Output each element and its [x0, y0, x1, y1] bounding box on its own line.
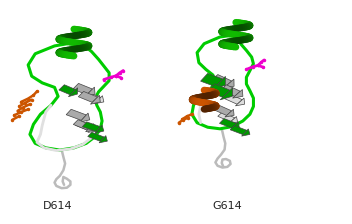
Polygon shape — [90, 95, 100, 104]
Polygon shape — [88, 132, 105, 141]
Polygon shape — [241, 129, 250, 136]
Polygon shape — [220, 118, 237, 128]
Polygon shape — [80, 113, 90, 122]
Polygon shape — [85, 87, 95, 97]
Polygon shape — [235, 98, 245, 106]
Polygon shape — [231, 122, 239, 130]
Polygon shape — [68, 88, 78, 97]
Polygon shape — [95, 125, 104, 133]
Polygon shape — [78, 91, 98, 102]
Polygon shape — [230, 126, 247, 135]
Polygon shape — [86, 124, 95, 132]
Polygon shape — [225, 109, 234, 117]
Polygon shape — [221, 85, 240, 96]
Polygon shape — [218, 112, 235, 122]
Polygon shape — [82, 122, 101, 132]
Polygon shape — [220, 88, 233, 100]
Polygon shape — [214, 105, 232, 115]
Text: G614: G614 — [212, 201, 242, 211]
Polygon shape — [59, 85, 76, 95]
Polygon shape — [82, 92, 101, 102]
Polygon shape — [66, 109, 86, 120]
Polygon shape — [94, 96, 104, 104]
Polygon shape — [225, 94, 242, 104]
Polygon shape — [233, 90, 243, 98]
Polygon shape — [99, 136, 107, 143]
Polygon shape — [73, 83, 93, 95]
Polygon shape — [88, 125, 97, 132]
Polygon shape — [224, 79, 234, 88]
Polygon shape — [73, 120, 92, 130]
Polygon shape — [201, 73, 223, 87]
Polygon shape — [213, 76, 225, 90]
Text: D614: D614 — [43, 201, 73, 211]
Polygon shape — [229, 116, 238, 123]
Polygon shape — [75, 121, 94, 131]
Polygon shape — [212, 75, 232, 86]
Polygon shape — [207, 84, 230, 97]
